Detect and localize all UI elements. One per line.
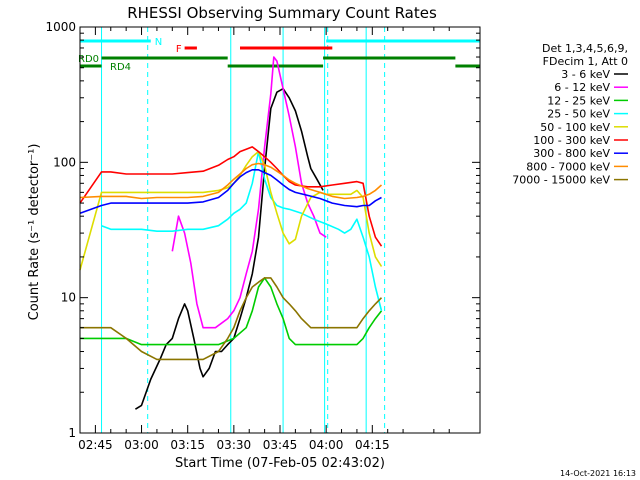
y-tick-label: 1: [68, 426, 76, 440]
legend-entry-label: 100 - 300 keV: [533, 134, 610, 147]
series-line: [79, 146, 383, 247]
series-line: [80, 277, 383, 361]
legend-header-line: Det 1,3,4,5,6,9,: [542, 42, 628, 55]
chart-title: RHESSI Observing Summary Count Rates: [127, 4, 437, 22]
x-tick-label: 03:30: [217, 438, 252, 452]
series-line: [101, 150, 383, 311]
legend-entry-label: 3 - 6 keV: [561, 68, 610, 81]
legend-entry-label: 6 - 12 keV: [554, 81, 610, 94]
legend-entry-label: 12 - 25 keV: [547, 94, 610, 107]
timestamp-label: 14-Oct-2021 16:13: [560, 469, 636, 478]
x-tick-label: 04:15: [355, 438, 390, 452]
legend-entry-label: 7000 - 15000 keV: [512, 174, 610, 187]
legend-entry-label: 50 - 100 keV: [540, 121, 610, 134]
axes: 1 10 100 1000 02:45 03:00 03:15 03:30 03:45 04:00…: [45, 20, 481, 452]
x-tick-label: 02:45: [78, 438, 113, 452]
series-line: [79, 169, 382, 215]
x-tick-label: 04:00: [309, 438, 344, 452]
state-bars: N F RD0 RD4: [78, 37, 480, 73]
vertical-markers: [101, 27, 386, 433]
legend-header-line: FDecim 1, Att 0: [543, 55, 628, 68]
y-tick-label: 100: [53, 155, 76, 169]
series-line: [171, 56, 327, 329]
legend-entry-label: 800 - 7000 keV: [526, 160, 610, 173]
legend-entry-label: 300 - 800 keV: [533, 147, 610, 160]
x-axis-title: Start Time (07-Feb-05 02:43:02): [175, 456, 385, 471]
y-tick-label: 1000: [45, 20, 76, 34]
state-bar-label: F: [176, 44, 182, 55]
y-axis-title: Count Rate (s⁻¹ detector⁻¹): [27, 144, 42, 321]
state-bar-label: RD4: [110, 62, 131, 73]
legend: Det 1,3,4,5,6,9,FDecim 1, Att 03 - 6 keV…: [512, 42, 628, 187]
state-bar-label: RD0: [78, 54, 99, 65]
x-tick-label: 03:45: [263, 438, 298, 452]
x-tick-label: 03:15: [170, 438, 205, 452]
y-tick-label: 10: [61, 291, 76, 305]
x-tick-label: 03:00: [124, 438, 159, 452]
series-line: [134, 87, 324, 410]
series-line: [79, 162, 383, 200]
series-lines: [79, 56, 383, 410]
state-bar-label: N: [155, 37, 162, 48]
series-line: [80, 277, 383, 346]
legend-entry-label: 25 - 50 keV: [547, 108, 610, 121]
